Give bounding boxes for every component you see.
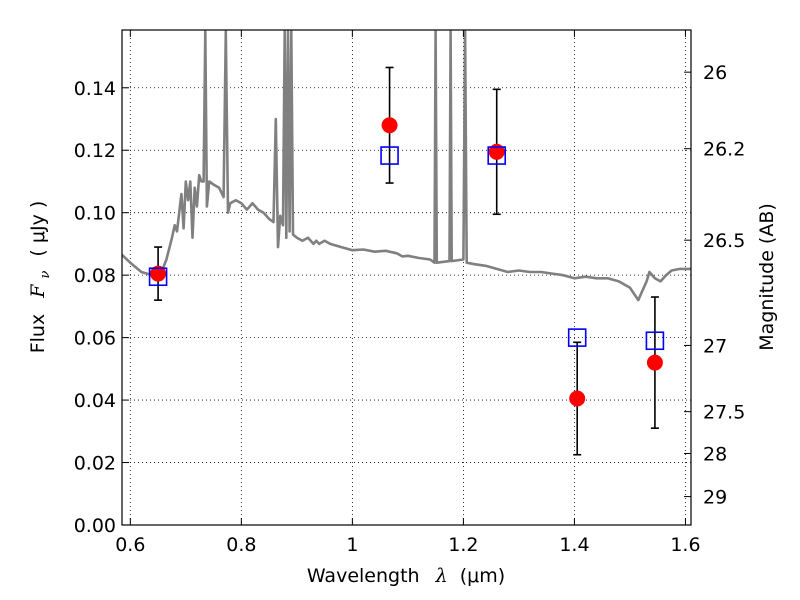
x-tick-label: 1.6	[670, 534, 700, 556]
model-photometry-point	[567, 328, 587, 347]
series-layer	[122, 30, 691, 456]
y-tick-label: 0.02	[74, 453, 116, 475]
model-spectrum-line	[122, 30, 691, 302]
y-tick-label: 0.14	[74, 78, 116, 100]
y-tick-label: 0.08	[74, 265, 116, 287]
model-photometry-point	[148, 267, 168, 287]
axis-ticks: 0.6 0.8 1 1.2 1.4 1.6 0.00 0.02 0.04 0.06 0.08 0.10…	[74, 30, 745, 556]
y2-tick-label: 28	[703, 443, 727, 465]
y-tick-label: 0.06	[74, 328, 116, 350]
y-tick-label: 0.04	[74, 390, 116, 412]
y-tick-label: 0.00	[74, 515, 116, 537]
y2-tick-label: 27.5	[703, 402, 745, 424]
x-axis-label-symbol: λ	[435, 565, 448, 587]
y2-tick-label: 26.2	[703, 139, 745, 161]
y-tick-label: 0.12	[74, 140, 116, 162]
observed-point	[150, 265, 167, 282]
observed-point	[488, 143, 505, 160]
plot-area	[122, 30, 691, 456]
y2-tick-label: 26.5	[703, 230, 745, 252]
x-tick-label: 1.2	[448, 534, 478, 556]
x-tick-label: 1	[346, 534, 358, 556]
x-axis-label-text: Wavelength	[307, 565, 420, 587]
x-tick-label: 0.6	[115, 534, 145, 556]
y-axis-label-subscript: ν	[38, 271, 53, 279]
model-photometry-point	[487, 146, 507, 165]
x-axis-label-unit: (μm)	[460, 565, 505, 587]
y-axis-label-unit: ( μJy )	[27, 201, 49, 257]
y2-tick-label: 26	[703, 62, 727, 84]
model-photometry-point	[645, 331, 665, 351]
observed-point	[381, 117, 398, 134]
model-photometry-point	[380, 146, 399, 165]
y-axis-label-symbol: F	[27, 284, 49, 299]
plot-frame	[121, 29, 692, 526]
y2-tick-label: 27	[703, 335, 727, 357]
y-tick-label: 0.10	[74, 203, 116, 225]
observed-point	[569, 390, 586, 407]
observed-point	[646, 354, 663, 371]
y-axis-label-text: Flux	[27, 314, 49, 354]
y-axis-label: Flux F ν ( μJy )	[27, 201, 54, 354]
y2-tick-label: 29	[703, 487, 727, 509]
x-tick-label: 0.8	[226, 534, 256, 556]
y2-axis-label: Magnitude (AB)	[756, 203, 778, 351]
x-axis-label: Wavelength λ (μm)	[307, 565, 505, 587]
x-tick-label: 1.4	[559, 534, 589, 556]
